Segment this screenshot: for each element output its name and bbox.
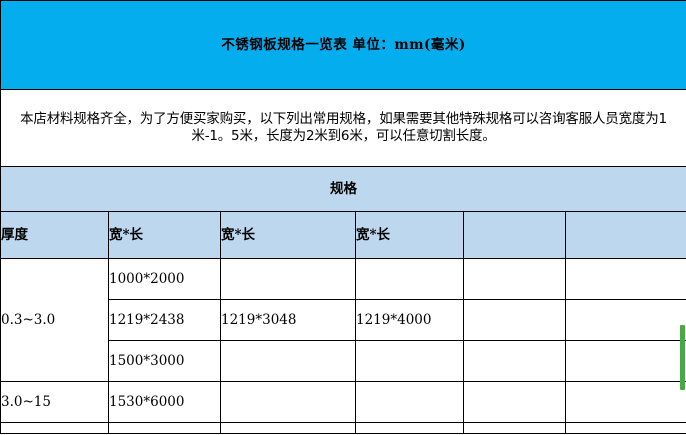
thickness-value-1: 0.3~3.0 [0,258,109,382]
spec-cell [220,340,356,382]
spec-cell [355,258,464,300]
spec-cell [220,258,356,300]
title-row: 不锈钢板规格一览表 单位：mm(毫米) [0,0,686,90]
spec-cell [564,381,686,423]
spec-cell [355,381,464,423]
column-header-width-length-3: 宽*长 [355,211,464,259]
spec-cell [355,340,464,382]
spec-cell-partial [355,422,464,434]
spec-cell [463,258,566,300]
spec-cell: 1530*6000 [108,381,221,423]
spec-cell-partial [220,422,356,434]
spec-cell-partial [108,422,221,434]
group-header-spec: 规格 [0,166,686,212]
description-text: 本店材料规格齐全，为了方便买家购买，以下列出常用规格，如果需要其他特殊规格可以咨… [0,89,686,167]
group-header-row: 规格 [0,166,686,212]
table-row: 1500*3000 [1,340,686,382]
column-header-row: 厚度 宽*长 宽*长 宽*长 [0,211,686,259]
page-title: 不锈钢板规格一览表 单位：mm(毫米) [0,0,686,90]
spec-cell: 1500*3000 [108,340,221,382]
spec-cell [564,258,686,300]
column-header-width-length-2: 宽*长 [220,211,356,259]
spec-cell-partial [463,422,566,434]
spec-cell [463,381,566,423]
table-row: 1219*2438 1219*3048 1219*4000 [1,299,686,341]
column-header-empty-2 [564,211,686,259]
spec-cell: 1000*2000 [108,258,221,300]
table-row-partial [0,422,686,434]
table-row: 0.3~3.0 1000*2000 [0,258,686,382]
spec-cell [463,340,566,382]
spec-cell-partial [0,422,109,434]
spec-cell: 1219*4000 [355,299,464,341]
spec-cell [220,381,356,423]
spec-cell: 1219*3048 [220,299,356,341]
vertical-scrollbar-thumb[interactable] [680,325,685,390]
column-header-empty-1 [463,211,566,259]
spec-cell [463,299,566,341]
description-row: 本店材料规格齐全，为了方便买家购买，以下列出常用规格，如果需要其他特殊规格可以咨… [0,89,686,167]
spec-cell: 1219*2438 [108,299,221,341]
table-row: 3.0~15 1530*6000 [0,381,686,423]
spec-cell [564,299,686,341]
thickness-value-2: 3.0~15 [0,381,109,423]
column-header-width-length-1: 宽*长 [108,211,221,259]
column-header-thickness: 厚度 [0,211,109,259]
spec-cell [564,340,686,382]
spec-cell-partial [564,422,686,434]
